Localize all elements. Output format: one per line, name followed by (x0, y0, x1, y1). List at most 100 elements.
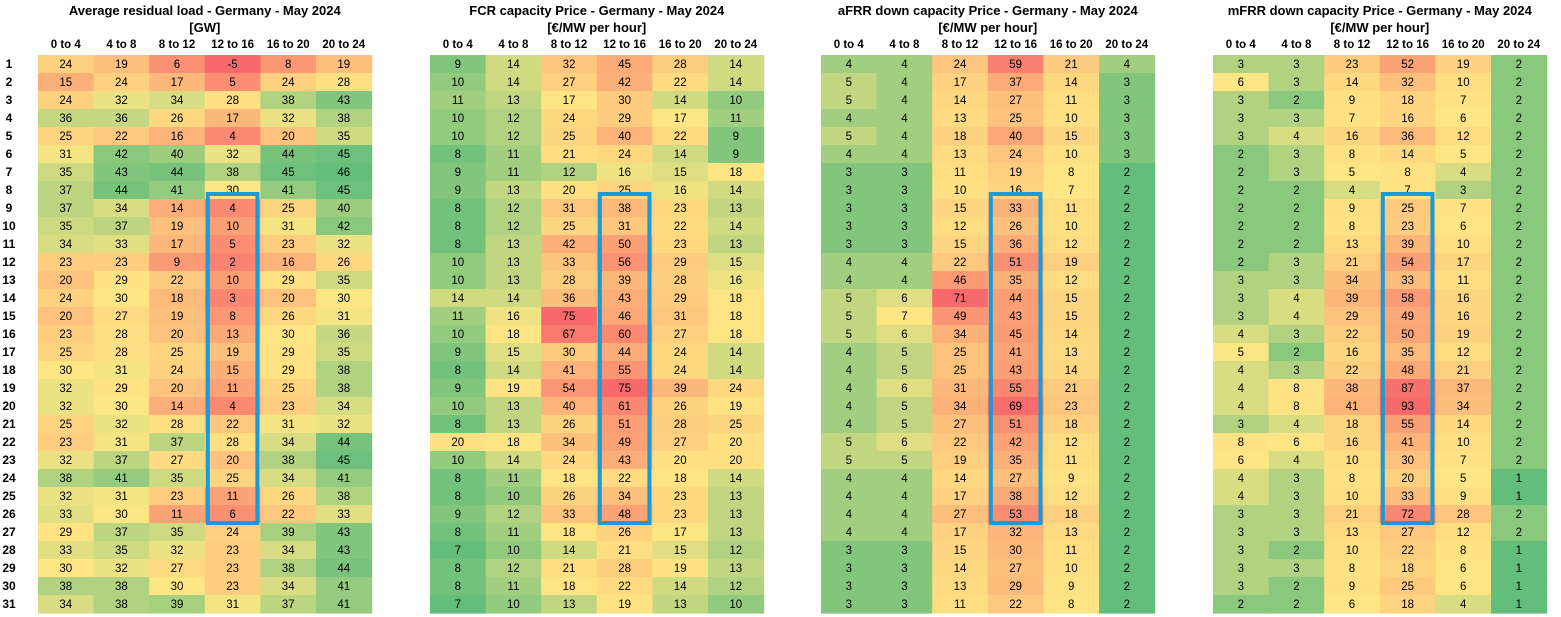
heatmap-cell (260, 91, 317, 110)
heatmap-cell (876, 523, 933, 542)
heatmap-cell (316, 433, 373, 452)
cell-value: 10 (729, 95, 742, 107)
heatmap-cell (1324, 217, 1381, 236)
cell-value: 36 (59, 113, 72, 125)
cell-value: 28 (563, 275, 576, 287)
heatmap-cell (93, 343, 150, 362)
heatmap-cell (1213, 577, 1270, 596)
heatmap-cell (1491, 55, 1548, 74)
heatmap-cell (652, 577, 709, 596)
cell-value: 34 (115, 203, 128, 215)
heatmap-cell (430, 217, 487, 236)
cell-value: 2 (1516, 185, 1522, 197)
heatmap-cell (1491, 91, 1548, 110)
cell-value: 18 (507, 437, 520, 449)
heatmap-cell (1324, 307, 1381, 326)
heatmap-cell (932, 163, 989, 182)
cell-value: 20 (59, 311, 72, 323)
heatmap-cell (1435, 595, 1492, 614)
heatmap-cell (1099, 55, 1156, 74)
cell-value: 29 (1009, 581, 1022, 593)
cell-value: 17 (226, 113, 239, 125)
heatmap-cell (596, 145, 653, 164)
column-header: 4 to 8 (106, 39, 137, 51)
heatmap-cell (821, 415, 878, 434)
heatmap-cell (987, 325, 1044, 344)
cell-value: 14 (507, 365, 520, 377)
cell-value: 11 (227, 491, 239, 503)
cell-value: 4 (1238, 401, 1245, 413)
heatmap-cell (485, 379, 542, 398)
heatmap-cell (149, 109, 206, 128)
cell-value: 14 (729, 365, 742, 377)
cell-value: 3 (1238, 509, 1244, 521)
cell-value: 32 (59, 401, 72, 413)
heatmap-cell (260, 415, 317, 434)
heatmap-cell (652, 73, 709, 92)
heatmap-cell (430, 325, 487, 344)
cell-value: 18 (563, 527, 576, 539)
heatmap-cell (708, 91, 765, 110)
heatmap-cell (1491, 109, 1548, 128)
heatmap-cell (260, 109, 317, 128)
heatmap-cell (260, 55, 317, 74)
cell-value: 3 (846, 599, 852, 611)
cell-value: 45 (282, 167, 295, 179)
heatmap-cell (1099, 271, 1156, 290)
heatmap-cell (1213, 145, 1270, 164)
cell-value: 34 (282, 437, 295, 449)
heatmap-cell (1099, 343, 1156, 362)
heatmap-cell (1379, 379, 1436, 398)
cell-value: 5 (901, 365, 907, 377)
heatmap-cell (38, 91, 95, 110)
heatmap-cell (1213, 487, 1270, 506)
cell-value: 34 (563, 437, 576, 449)
heatmap-cell (1043, 433, 1100, 452)
heatmap-cell (38, 361, 95, 380)
panel-title: Average residual load - Germany - May 20… (69, 3, 342, 18)
heatmap-cell (38, 451, 95, 470)
cell-value: 14 (1346, 77, 1359, 89)
heatmap-cell (149, 559, 206, 578)
cell-value: 13 (954, 113, 967, 125)
cell-value: 28 (674, 275, 687, 287)
heatmap-cell (316, 181, 373, 200)
cell-value: 37 (115, 527, 128, 539)
heatmap-cell (596, 361, 653, 380)
heatmap-cell (596, 505, 653, 524)
cell-value: 49 (1401, 311, 1414, 323)
heatmap-cell (485, 451, 542, 470)
cell-value: 4 (1238, 473, 1245, 485)
heatmap-cell (1043, 595, 1100, 614)
heatmap-cell (876, 559, 933, 578)
heatmap-cell (1435, 505, 1492, 524)
cell-value: 37 (115, 221, 128, 233)
heatmap-cell (1099, 559, 1156, 578)
heatmap-cell (260, 559, 317, 578)
cell-value: 27 (1009, 95, 1022, 107)
heatmap-cell (1324, 127, 1381, 146)
cell-value: 13 (507, 239, 520, 251)
cell-value: 5 (846, 95, 852, 107)
heatmap-cell (1491, 487, 1548, 506)
cell-value: 8 (285, 59, 291, 71)
heatmap-cell (1379, 415, 1436, 434)
cell-value: 13 (954, 581, 967, 593)
heatmap-cell (1268, 163, 1325, 182)
cell-value: 2 (1124, 437, 1130, 449)
heatmap-cell (430, 55, 487, 74)
cell-value: 4 (1293, 131, 1300, 143)
heatmap-cell (596, 451, 653, 470)
heatmap-cell (1099, 91, 1156, 110)
cell-value: 3 (1238, 131, 1244, 143)
heatmap-cell (1491, 397, 1548, 416)
heatmap-cell (149, 433, 206, 452)
heatmap-cell (932, 577, 989, 596)
heatmap-cell (430, 271, 487, 290)
cell-value: 2 (1124, 167, 1130, 179)
heatmap-cell (260, 379, 317, 398)
row-label: 22 (2, 435, 16, 449)
heatmap-cell (204, 217, 261, 236)
heatmap-cell (1043, 109, 1100, 128)
row-label: 19 (2, 381, 16, 395)
